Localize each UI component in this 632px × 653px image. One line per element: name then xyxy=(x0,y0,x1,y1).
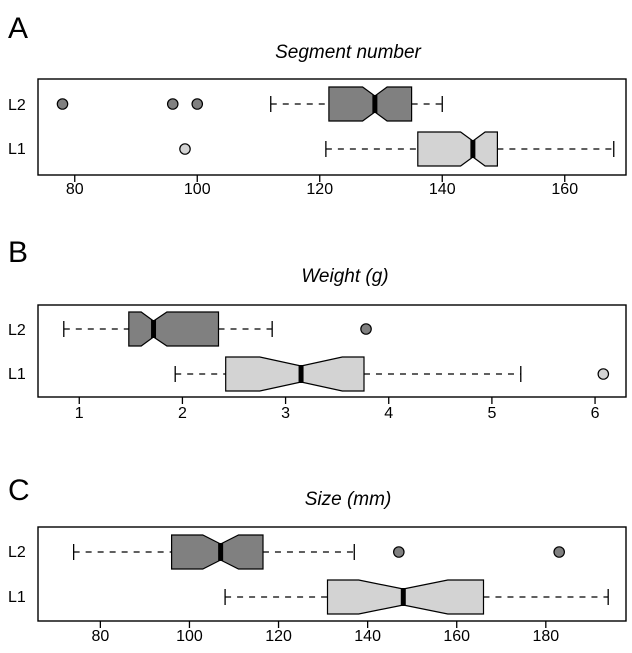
panel-title: Size (mm) xyxy=(305,489,392,510)
x-tick-label: 1 xyxy=(75,405,84,422)
x-tick-label: 120 xyxy=(265,628,292,645)
plot-frame xyxy=(37,304,627,398)
panel-c: C Size (mm) L2 L1 80 100 120 140 160 180 xyxy=(8,474,627,645)
x-tick-label: 2 xyxy=(178,405,187,422)
panel-letter: C xyxy=(8,474,30,507)
boxplot-marks xyxy=(56,86,615,167)
boxplot-marks xyxy=(63,311,610,392)
x-tick-label: 80 xyxy=(91,628,109,645)
boxplot-l1 xyxy=(224,579,609,615)
category-label-l2: L2 xyxy=(8,97,26,114)
outlier-point xyxy=(56,98,69,110)
outlier-point xyxy=(191,98,204,110)
box xyxy=(417,131,498,167)
x-tick-label: 160 xyxy=(551,181,578,198)
outlier-point xyxy=(597,368,610,380)
panel-title: Segment number xyxy=(275,42,421,63)
x-tick-label: 3 xyxy=(281,405,290,422)
x-tick-label: 80 xyxy=(66,181,84,198)
x-tick-label: 160 xyxy=(443,628,470,645)
panel-title: Weight (g) xyxy=(301,266,388,287)
x-axis: 80 100 120 140 160 xyxy=(66,175,578,198)
boxplot-l2 xyxy=(72,534,565,570)
category-label-l1: L1 xyxy=(8,589,26,606)
panel-letter: A xyxy=(8,12,28,45)
x-tick-label: 5 xyxy=(487,405,496,422)
x-axis: 80 100 120 140 160 180 xyxy=(91,621,559,645)
x-tick-label: 140 xyxy=(354,628,381,645)
box xyxy=(171,534,264,570)
outlier-point xyxy=(179,143,191,155)
x-tick-label: 4 xyxy=(384,405,393,422)
boxplot-l2 xyxy=(56,86,443,122)
x-tick-label: 180 xyxy=(532,628,559,645)
category-label-l2: L2 xyxy=(8,322,26,339)
outlier-point xyxy=(553,546,565,558)
x-tick-label: 6 xyxy=(591,405,600,422)
plot-frame xyxy=(37,526,627,622)
boxplot-marks xyxy=(72,534,609,615)
x-tick-label: 140 xyxy=(429,181,456,198)
category-label-l1: L1 xyxy=(8,141,26,158)
category-label-l2: L2 xyxy=(8,544,26,561)
boxplot-l1 xyxy=(174,356,610,392)
box xyxy=(328,86,413,122)
outlier-point xyxy=(166,98,179,110)
outlier-point xyxy=(360,323,372,335)
box xyxy=(128,311,220,347)
outlier-point xyxy=(393,546,405,558)
x-tick-label: 120 xyxy=(306,181,333,198)
boxplot-l2 xyxy=(63,311,372,347)
panel-letter: B xyxy=(8,236,28,269)
panel-a: A Segment number L2 L1 80 100 120 140 160 xyxy=(8,12,627,198)
x-axis: 1 2 3 4 5 6 xyxy=(75,397,600,422)
box xyxy=(225,356,365,392)
x-tick-label: 100 xyxy=(176,628,203,645)
plot-frame xyxy=(37,78,627,176)
x-tick-label: 100 xyxy=(184,181,211,198)
category-label-l1: L1 xyxy=(8,366,26,383)
boxplot-l1 xyxy=(179,131,615,167)
panel-b: B Weight (g) L2 L1 1 2 3 4 5 6 xyxy=(8,236,627,422)
